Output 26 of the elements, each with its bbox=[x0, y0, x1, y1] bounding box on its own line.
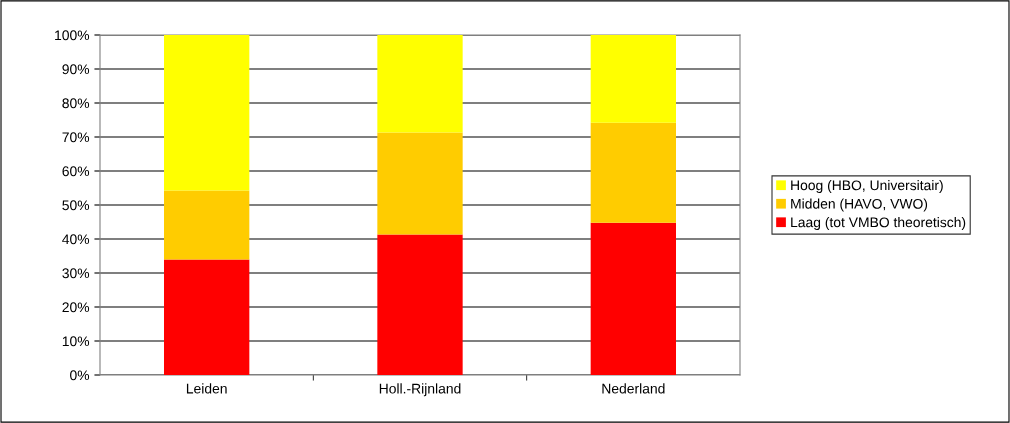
y-tick-label: 20% bbox=[62, 302, 90, 313]
legend-label: Hoog (HBO, Universitair) bbox=[791, 180, 943, 193]
bar bbox=[590, 122, 676, 223]
y-tick-label: 50% bbox=[62, 200, 90, 211]
y-tick-label: 100% bbox=[55, 30, 90, 41]
y-tick-label: 30% bbox=[62, 268, 90, 279]
y-tick-label: 70% bbox=[62, 132, 90, 143]
y-tick-label: 90% bbox=[62, 64, 90, 75]
legend-label: Laag (tot VMBO theoretisch) bbox=[791, 217, 966, 230]
bar bbox=[164, 190, 250, 260]
bar bbox=[164, 259, 250, 375]
x-tick-label: Nederland bbox=[602, 383, 665, 394]
y-tick-label: 10% bbox=[62, 336, 90, 347]
bar bbox=[377, 35, 463, 133]
x-tick-label: Leiden bbox=[186, 383, 227, 394]
bar bbox=[590, 35, 676, 123]
y-tick-label: 0% bbox=[70, 370, 90, 381]
y-tick-label: 40% bbox=[62, 234, 90, 245]
bar bbox=[377, 132, 463, 235]
bar bbox=[377, 234, 463, 375]
legend-label: Midden (HAVO, VWO) bbox=[791, 198, 928, 212]
y-tick-label: 80% bbox=[62, 98, 90, 109]
x-tick-label: Holl.-Rijnland bbox=[379, 383, 461, 397]
bar bbox=[590, 222, 676, 375]
bar bbox=[164, 35, 250, 191]
y-tick-label: 60% bbox=[62, 166, 90, 177]
